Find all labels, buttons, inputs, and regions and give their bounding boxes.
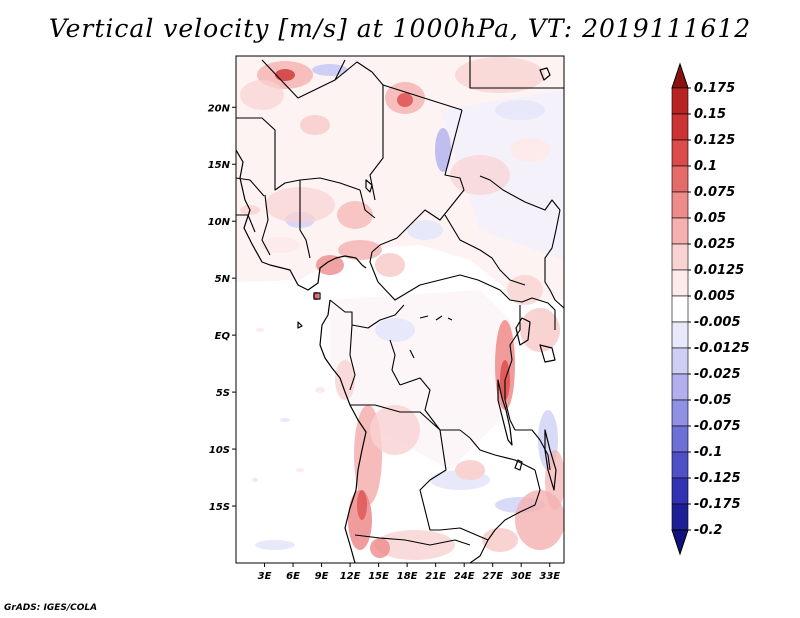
colorbar-swatch (671, 243, 689, 271)
colorbar-label: -0.175 (694, 497, 741, 512)
colorbar-bottom-arrow (671, 529, 689, 556)
x-tick-label: 27E (482, 571, 503, 582)
country-borders (236, 56, 564, 563)
colorbar-swatch (671, 87, 689, 115)
colorbar-label: 0.005 (694, 289, 735, 304)
colorbar-label: -0.2 (694, 523, 722, 538)
y-tick-label: 15N (208, 160, 231, 171)
map-title: Vertical velocity [m/s] at 1000hPa, VT: … (48, 14, 752, 43)
colorbar-swatch (671, 347, 689, 375)
x-tick-label: 33E (539, 571, 560, 582)
colorbar-swatch (671, 503, 689, 531)
x-tick-label: 24E (454, 571, 475, 582)
y-tick-label: 5S (216, 388, 230, 399)
colorbar-label: 0.05 (694, 211, 726, 226)
colorbar-swatch (671, 399, 689, 427)
colorbar-swatch (671, 295, 689, 323)
colorbar-label: -0.075 (694, 419, 741, 434)
x-tick-label: 12E (340, 571, 361, 582)
colorbar-label: -0.005 (694, 315, 741, 330)
colorbar-swatch (671, 477, 689, 505)
colorbar-label: 0.025 (694, 237, 735, 252)
colorbar-label: -0.025 (694, 367, 741, 382)
colorbar-swatch (671, 425, 689, 453)
colorbar-label: 0.15 (694, 107, 726, 122)
colorbar-label: -0.05 (694, 393, 731, 408)
map-frame (235, 55, 565, 564)
latitude-axis: 20N 15N 10N 5N EQ 5S 10S 15S (208, 103, 236, 513)
colorbar-label: -0.125 (694, 471, 741, 486)
x-tick-label: 9E (315, 571, 329, 582)
colorbar-swatch (671, 165, 689, 193)
colorbar-label: -0.0125 (694, 341, 750, 356)
colorbar-swatch (671, 321, 689, 349)
colorbar-swatch (671, 113, 689, 141)
colorbar-label: -0.1 (694, 445, 722, 460)
y-tick-label: 5N (215, 274, 231, 285)
x-tick-label: 18E (397, 571, 418, 582)
colorbar: 0.175 0.15 0.125 0.1 0.075 0.05 0.025 0.0125 0.0… (671, 62, 750, 556)
colorbar-label: 0.0125 (694, 263, 744, 278)
colorbar-swatch (671, 217, 689, 245)
grads-credit: GrADS: IGES/COLA (4, 603, 98, 613)
colorbar-label: 0.125 (694, 133, 735, 148)
y-tick-label: 15S (209, 502, 230, 513)
colorbar-swatch (671, 451, 689, 479)
y-tick-label: 10N (208, 217, 231, 228)
colorbar-swatch (671, 191, 689, 219)
x-tick-label: 3E (258, 571, 272, 582)
y-tick-label: 20N (208, 103, 231, 114)
x-tick-label: 30E (511, 571, 532, 582)
y-tick-label: EQ (215, 331, 231, 342)
colorbar-swatch (671, 139, 689, 167)
colorbar-swatch (671, 373, 689, 401)
x-tick-label: 6E (286, 571, 300, 582)
colorbar-label: 0.1 (694, 159, 717, 174)
x-tick-label: 21E (425, 571, 446, 582)
colorbar-swatch (671, 269, 689, 297)
longitude-axis: 3E 6E 9E 12E 15E 18E 21E 24E 27E 30E 33E (258, 563, 560, 582)
colorbar-top-arrow (671, 62, 689, 89)
y-tick-label: 10S (209, 445, 230, 456)
colorbar-label: 0.075 (694, 185, 735, 200)
x-tick-label: 15E (368, 571, 389, 582)
colorbar-label: 0.175 (694, 81, 735, 96)
